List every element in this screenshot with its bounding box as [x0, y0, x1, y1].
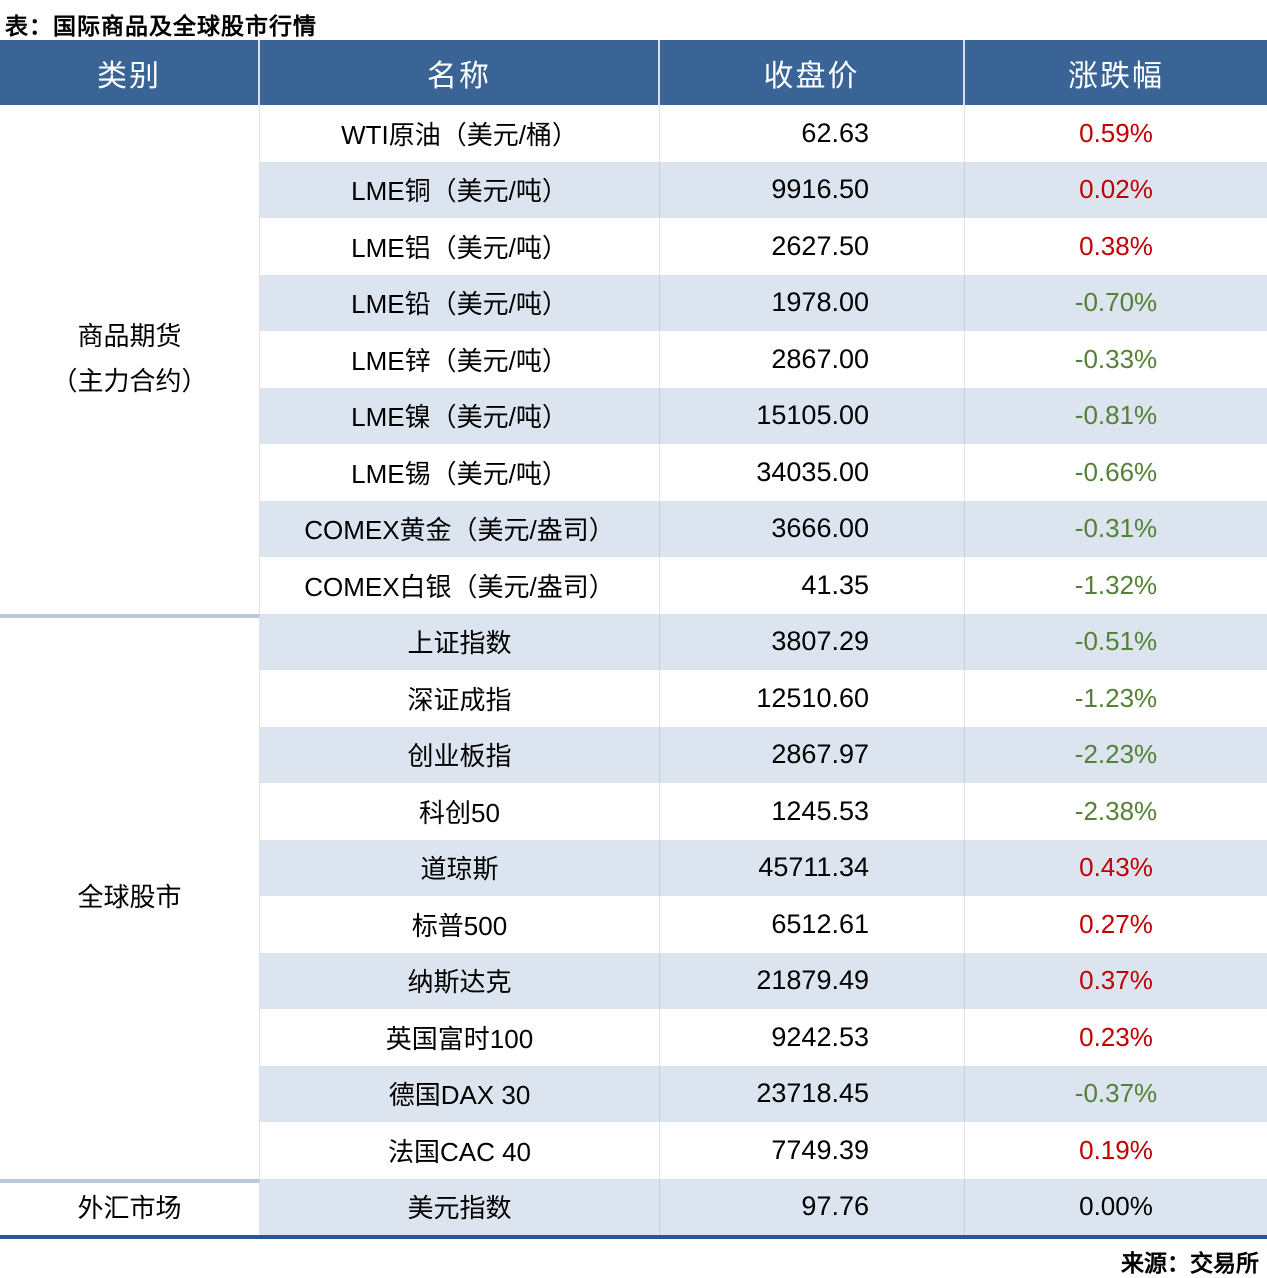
change-percent: 0.38%	[1079, 230, 1153, 261]
table-row: 美元指数 97.76 0.00%	[260, 1178, 1267, 1235]
instrument-name: 道琼斯	[260, 839, 660, 896]
instrument-name: 深证成指	[260, 670, 660, 727]
change-percent: 0.19%	[1079, 1134, 1153, 1165]
table-row: LME铝（美元/吨） 2627.50 0.38%	[260, 218, 1267, 275]
instrument-name: 德国DAX 30	[260, 1065, 660, 1122]
close-price: 2867.97	[660, 726, 965, 783]
table-row: 德国DAX 30 23718.45 -0.37%	[260, 1065, 1267, 1122]
close-price: 1978.00	[660, 274, 965, 331]
category-cell: 全球股市	[0, 613, 260, 1179]
close-price: 3807.29	[660, 613, 965, 670]
change-percent: -2.38%	[1074, 795, 1158, 826]
instrument-name: WTI原油（美元/桶）	[260, 105, 660, 162]
table-bottom-border	[0, 1235, 1267, 1239]
table-row: 道琼斯 45711.34 0.43%	[260, 839, 1267, 896]
change-percent: 0.43%	[1079, 852, 1153, 883]
change-percent: -1.23%	[1074, 682, 1158, 713]
category-column: 商品期货 （主力合约） 全球股市外汇市场	[0, 105, 260, 1235]
instrument-name: LME铅（美元/吨）	[260, 274, 660, 331]
instrument-name: 创业板指	[260, 726, 660, 783]
table-header-row: 类别 名称 收盘价 涨跌幅	[0, 40, 1267, 105]
change-percent: -2.23%	[1074, 739, 1158, 770]
instrument-name: COMEX黄金（美元/盎司）	[260, 500, 660, 557]
table-row: 纳斯达克 21879.49 0.37%	[260, 952, 1267, 1009]
instrument-name: 美元指数	[260, 1178, 660, 1235]
change-percent: -0.66%	[1074, 456, 1158, 487]
header-category: 类别	[0, 40, 260, 105]
close-price: 21879.49	[660, 952, 965, 1009]
instrument-name: 上证指数	[260, 613, 660, 670]
instrument-name: 纳斯达克	[260, 952, 660, 1009]
close-price: 97.76	[660, 1178, 965, 1235]
header-name: 名称	[260, 40, 660, 105]
change-percent: 0.37%	[1079, 965, 1153, 996]
close-price: 45711.34	[660, 839, 965, 896]
category-cell: 外汇市场	[0, 1178, 260, 1235]
header-change: 涨跌幅	[1068, 59, 1164, 93]
category-label: 外汇市场	[77, 1193, 182, 1223]
table-row: 标普500 6512.61 0.27%	[260, 896, 1267, 953]
instrument-name: LME铜（美元/吨）	[260, 161, 660, 218]
table-row: 创业板指 2867.97 -2.23%	[260, 726, 1267, 783]
instrument-name: 科创50	[260, 783, 660, 840]
change-percent: -0.33%	[1074, 343, 1158, 374]
close-price: 2627.50	[660, 218, 965, 275]
change-percent: -0.31%	[1074, 513, 1158, 544]
category-label: 全球股市	[77, 882, 182, 913]
change-percent: 0.59%	[1079, 117, 1153, 148]
table-row: WTI原油（美元/桶） 62.63 0.59%	[260, 105, 1267, 162]
change-percent: -1.32%	[1074, 569, 1158, 600]
table-title: 表：国际商品及全球股市行情	[5, 13, 317, 39]
instrument-name: LME镍（美元/吨）	[260, 387, 660, 444]
change-percent: -0.51%	[1074, 626, 1158, 657]
instrument-name: LME锌（美元/吨）	[260, 331, 660, 388]
table-row: LME锌（美元/吨） 2867.00 -0.33%	[260, 331, 1267, 388]
instrument-name: COMEX白银（美元/盎司）	[260, 557, 660, 614]
rows-column: WTI原油（美元/桶） 62.63 0.59% LME铜（美元/吨） 9916.50 0.…	[260, 105, 1267, 1235]
table-row: LME锡（美元/吨） 34035.00 -0.66%	[260, 444, 1267, 501]
source-caption: 来源：交易所	[1121, 1250, 1259, 1276]
change-percent: 0.02%	[1079, 174, 1153, 205]
header-close: 收盘价	[660, 40, 965, 105]
close-price: 23718.45	[660, 1065, 965, 1122]
change-percent: -0.37%	[1074, 1078, 1158, 1109]
table-row: 上证指数 3807.29 -0.51%	[260, 613, 1267, 670]
close-price: 62.63	[660, 105, 965, 162]
table-row: LME铅（美元/吨） 1978.00 -0.70%	[260, 274, 1267, 331]
close-price: 15105.00	[660, 387, 965, 444]
table-body: 商品期货 （主力合约） 全球股市外汇市场 WTI原油（美元/桶） 62.63 0.59%…	[0, 105, 1267, 1235]
category-label: 商品期货 （主力合约）	[51, 320, 208, 397]
close-price: 7749.39	[660, 1122, 965, 1179]
table-row: 法国CAC 40 7749.39 0.19%	[260, 1122, 1267, 1179]
close-price: 1245.53	[660, 783, 965, 840]
close-price: 6512.61	[660, 896, 965, 953]
instrument-name: 英国富时100	[260, 1009, 660, 1066]
change-percent: 0.27%	[1079, 908, 1153, 939]
market-table: 类别 名称 收盘价 涨跌幅 商品期货 （主力合约） 全球股市外汇市场 WTI原油（美…	[0, 40, 1267, 1239]
instrument-name: LME铝（美元/吨）	[260, 218, 660, 275]
instrument-name: 标普500	[260, 896, 660, 953]
change-percent: 0.00%	[1079, 1191, 1153, 1222]
instrument-name: LME锡（美元/吨）	[260, 444, 660, 501]
change-percent: 0.23%	[1079, 1021, 1153, 1052]
close-price: 9242.53	[660, 1009, 965, 1066]
change-percent: -0.81%	[1074, 400, 1158, 431]
close-price: 3666.00	[660, 500, 965, 557]
close-price: 41.35	[660, 557, 965, 614]
change-percent: -0.70%	[1074, 287, 1158, 318]
table-row: 科创50 1245.53 -2.38%	[260, 783, 1267, 840]
table-row: COMEX白银（美元/盎司） 41.35 -1.32%	[260, 557, 1267, 614]
table-row: 英国富时100 9242.53 0.23%	[260, 1009, 1267, 1066]
table-row: LME镍（美元/吨） 15105.00 -0.81%	[260, 387, 1267, 444]
close-price: 12510.60	[660, 670, 965, 727]
table-row: COMEX黄金（美元/盎司） 3666.00 -0.31%	[260, 500, 1267, 557]
table-row: LME铜（美元/吨） 9916.50 0.02%	[260, 161, 1267, 218]
table-row: 深证成指 12510.60 -1.23%	[260, 670, 1267, 727]
category-cell: 商品期货 （主力合约）	[0, 105, 260, 614]
close-price: 2867.00	[660, 331, 965, 388]
close-price: 34035.00	[660, 444, 965, 501]
close-price: 9916.50	[660, 161, 965, 218]
instrument-name: 法国CAC 40	[260, 1122, 660, 1179]
